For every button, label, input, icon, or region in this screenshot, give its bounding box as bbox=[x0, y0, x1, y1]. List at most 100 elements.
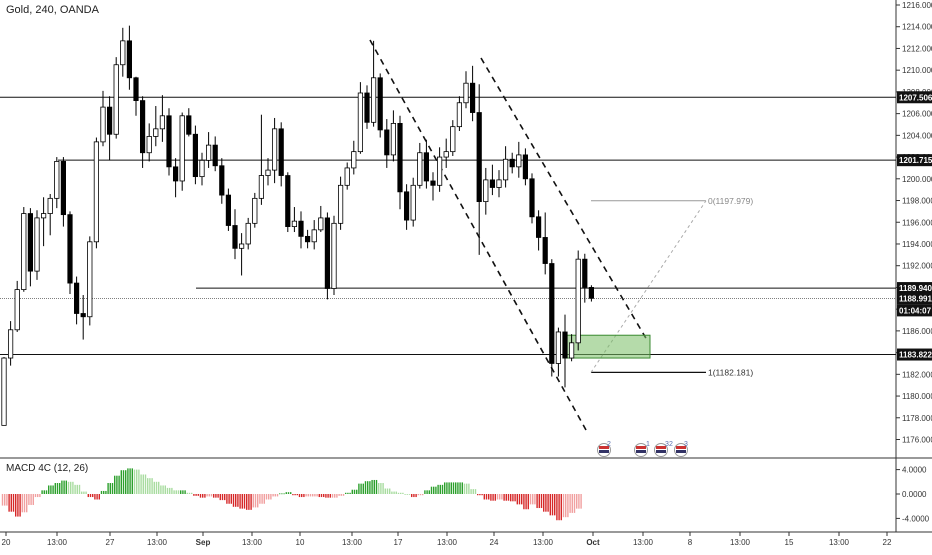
macd-bar bbox=[237, 494, 239, 507]
macd-bar bbox=[63, 480, 65, 494]
macd-bar bbox=[65, 480, 67, 494]
macd-bar bbox=[411, 494, 413, 498]
macd-bar bbox=[56, 483, 59, 494]
macd-bar bbox=[558, 494, 560, 521]
macd-bar bbox=[446, 482, 448, 494]
candle-body bbox=[403, 191, 410, 221]
macd-bar bbox=[114, 475, 116, 494]
candle-body bbox=[298, 220, 304, 237]
candle-body bbox=[443, 151, 449, 158]
macd-bar bbox=[285, 492, 287, 494]
macd-bar bbox=[109, 483, 111, 494]
candle-body bbox=[7, 329, 14, 359]
event-flag-stripe bbox=[636, 450, 646, 453]
candle-body bbox=[232, 225, 238, 249]
candle-body bbox=[436, 156, 443, 186]
macd-bar bbox=[488, 494, 490, 500]
macd-bar bbox=[345, 492, 347, 494]
macd-bar bbox=[6, 494, 8, 506]
macd-bar bbox=[270, 494, 272, 500]
macd-bar bbox=[235, 494, 237, 507]
macd-bar bbox=[17, 494, 19, 517]
macd-bar bbox=[351, 489, 353, 494]
macd-bar bbox=[536, 494, 538, 509]
macd-bar bbox=[444, 482, 446, 494]
candle-body bbox=[344, 167, 350, 186]
macd-bar bbox=[576, 494, 578, 509]
macd-bar bbox=[191, 492, 193, 494]
macd-bar bbox=[419, 494, 422, 496]
candle-body bbox=[245, 222, 251, 245]
candle-body bbox=[252, 197, 258, 224]
macd-bar bbox=[250, 494, 252, 510]
candle-body bbox=[456, 102, 463, 128]
macd-bar bbox=[362, 483, 364, 494]
event-flag-stripe bbox=[656, 446, 666, 449]
candle-body bbox=[159, 115, 165, 130]
macd-bar bbox=[246, 494, 248, 510]
macd-bar bbox=[463, 483, 466, 494]
macd-bar bbox=[118, 475, 120, 494]
macd-bar bbox=[140, 474, 142, 494]
macd-y-tick-label: -4.0000 bbox=[902, 514, 930, 523]
y-tick-label: 1200.000 bbox=[902, 175, 932, 184]
macd-bar bbox=[413, 494, 415, 498]
price-level-label: 1207.506 bbox=[899, 93, 932, 102]
macd-bar bbox=[580, 494, 582, 509]
candle-body bbox=[324, 217, 331, 289]
macd-bar bbox=[545, 494, 547, 512]
y-tick-label: 1214.000 bbox=[902, 23, 932, 32]
macd-bar bbox=[466, 483, 468, 494]
macd-bar bbox=[243, 494, 246, 509]
x-tick-label: 13:00 bbox=[533, 538, 554, 547]
candle-body bbox=[265, 169, 271, 176]
y-tick-label: 1210.000 bbox=[902, 66, 932, 75]
candle-body bbox=[522, 154, 529, 180]
macd-bar bbox=[518, 494, 521, 505]
macd-bar bbox=[259, 494, 261, 504]
macd-bar bbox=[342, 494, 345, 496]
candle-body bbox=[212, 144, 218, 167]
macd-bar bbox=[474, 489, 477, 494]
macd-bar bbox=[439, 484, 441, 494]
macd-bar bbox=[549, 494, 551, 516]
y-tick-label: 1194.000 bbox=[902, 240, 932, 249]
macd-bar bbox=[23, 494, 26, 513]
macd-bar bbox=[261, 494, 263, 504]
macd-bar bbox=[100, 490, 103, 494]
macd-bar bbox=[408, 494, 411, 495]
candle-body bbox=[304, 235, 311, 243]
macd-bar bbox=[479, 494, 481, 496]
macd-bar bbox=[50, 485, 52, 494]
macd-bar bbox=[21, 494, 23, 513]
macd-bar bbox=[543, 494, 545, 512]
macd-bar bbox=[336, 494, 338, 498]
macd-bar bbox=[378, 483, 380, 494]
macd-bar bbox=[389, 488, 391, 494]
candle-body bbox=[562, 331, 568, 359]
candle-body bbox=[291, 220, 298, 227]
y-tick-label: 1212.000 bbox=[902, 44, 932, 53]
candle-body bbox=[278, 128, 284, 176]
macd-bar bbox=[59, 483, 61, 494]
x-tick-label: 17 bbox=[394, 538, 403, 547]
macd-bar bbox=[485, 494, 488, 500]
candle-body bbox=[238, 243, 245, 249]
macd-bar bbox=[228, 494, 230, 504]
macd-bar bbox=[160, 485, 162, 494]
x-tick-label: 27 bbox=[106, 538, 115, 547]
candle-body bbox=[179, 115, 185, 182]
candle-body bbox=[186, 115, 192, 135]
candle-body bbox=[469, 82, 476, 113]
price-level-label: 1189.940 bbox=[899, 284, 932, 293]
macd-bar bbox=[501, 494, 503, 500]
macd-bar bbox=[122, 470, 125, 494]
macd-bar bbox=[45, 490, 48, 494]
candle-body bbox=[569, 342, 575, 359]
macd-bar bbox=[415, 494, 417, 498]
candle-body bbox=[542, 237, 548, 264]
price-level-label: 1183.822 bbox=[899, 351, 932, 360]
event-count: 3 bbox=[665, 441, 669, 448]
candle-body bbox=[139, 100, 146, 154]
